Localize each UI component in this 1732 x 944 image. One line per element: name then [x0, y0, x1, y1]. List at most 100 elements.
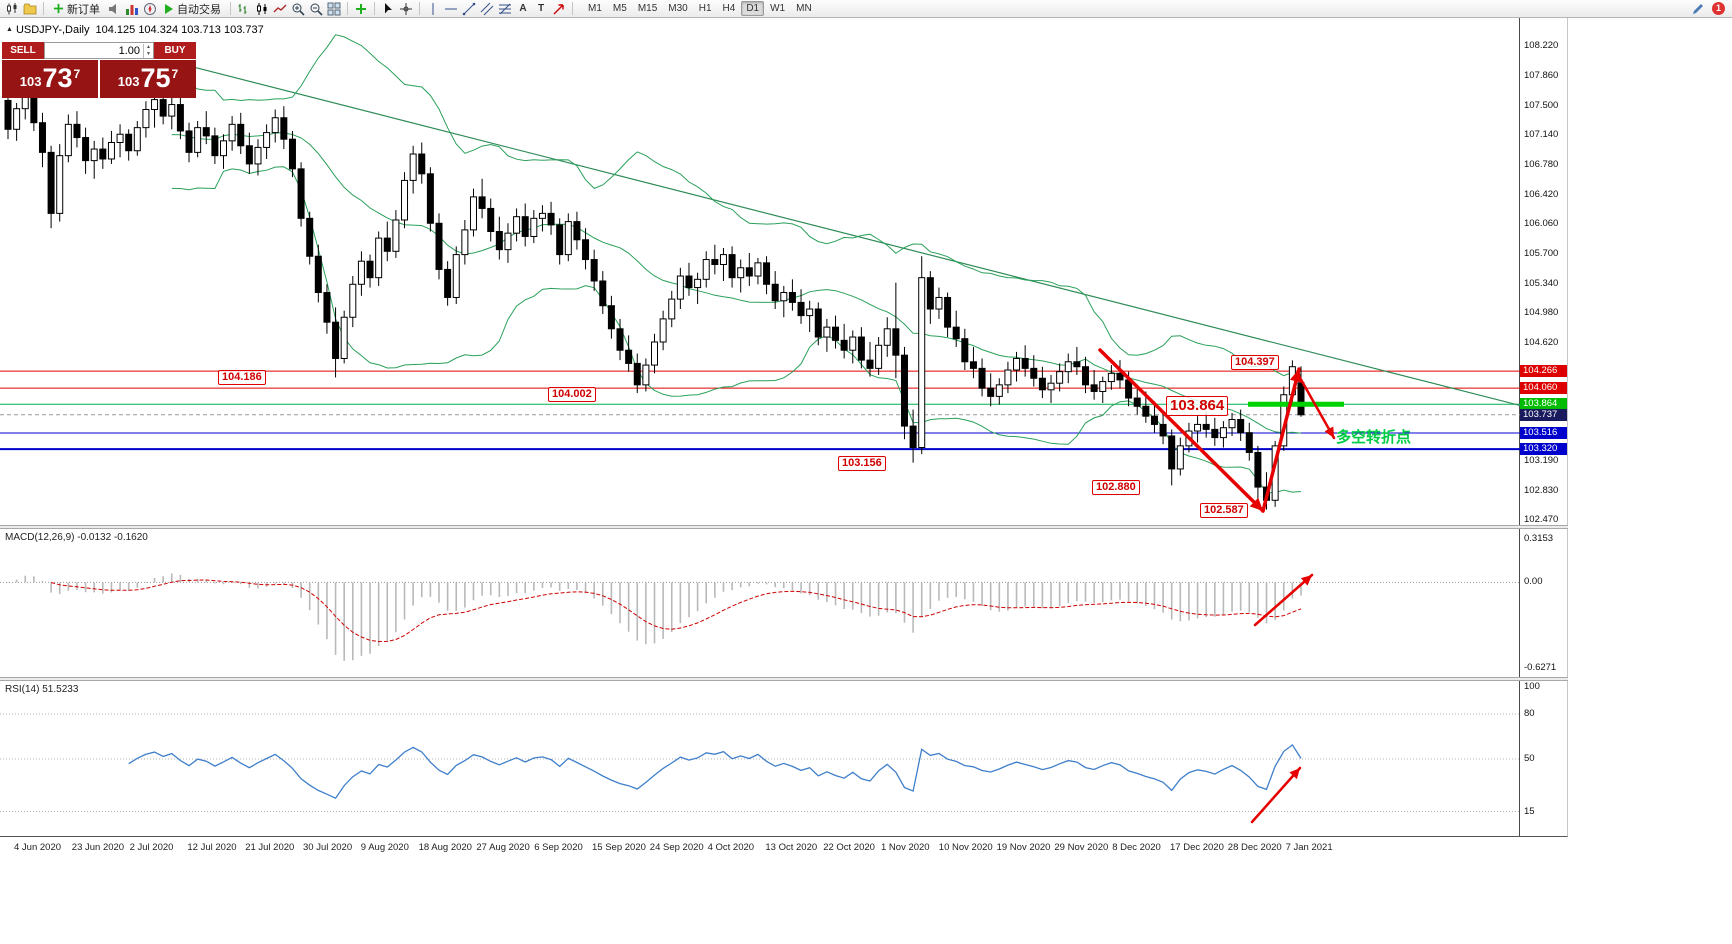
notification-badge[interactable]: 1	[1712, 2, 1725, 15]
ohlc-values: 104.125 104.324 103.713 103.737	[95, 24, 264, 36]
channel-tool-icon[interactable]	[478, 1, 496, 17]
price-callout: 104.397	[1231, 355, 1279, 370]
symbol-period: USDJPY-,Daily	[15, 24, 90, 36]
timeframe-m15[interactable]: M15	[637, 3, 658, 14]
date-label: 17 Dec 2020	[1170, 842, 1224, 853]
timeframe-h4[interactable]: H4	[722, 3, 736, 14]
timeframe-m5[interactable]: M5	[612, 3, 627, 14]
price-callout: 103.156	[838, 456, 886, 471]
price-plot[interactable]: ▲ USDJPY-,Daily 104.125 104.324 103.713 10…	[0, 18, 1520, 525]
price-tick: 104.980	[1524, 307, 1559, 319]
date-label: 7 Jan 2021	[1285, 842, 1333, 853]
timeframe-h1[interactable]: H1	[698, 3, 712, 14]
step-down-icon[interactable]: ▼	[146, 50, 151, 57]
rsi-panel: RSI(14) 51.5233 100 80 50 15	[0, 681, 1568, 837]
date-label: 8 Dec 2020	[1112, 842, 1161, 853]
timeframe-mn[interactable]: MN	[796, 3, 812, 14]
sell-button[interactable]: SELL	[2, 42, 44, 59]
date-label: 18 Aug 2020	[418, 842, 472, 853]
time-axis[interactable]: 4 Jun 2020 23 Jun 2020 2 Jul 2020 12 Jul 20…	[0, 839, 1568, 857]
rsi-axis[interactable]: 100 80 50 15	[1520, 681, 1567, 836]
volume-value: 1.00	[118, 44, 140, 57]
panel-separator[interactable]	[0, 677, 1568, 681]
new-order-label: 新订单	[67, 3, 100, 16]
price-tick: 107.860	[1524, 69, 1559, 81]
trendline-tool-icon[interactable]	[460, 1, 478, 17]
crosshair-icon[interactable]	[397, 1, 415, 17]
vertical-line-tool-icon[interactable]	[424, 1, 442, 17]
bar-chart-mode-icon[interactable]	[235, 1, 253, 17]
tile-windows-icon[interactable]	[325, 1, 343, 17]
price-tick: 106.780	[1524, 158, 1559, 170]
zoom-out-icon[interactable]	[307, 1, 325, 17]
macd-axis[interactable]: 0.3153 0.00 -0.6271	[1520, 529, 1567, 677]
navigator-icon[interactable]	[141, 1, 159, 17]
profiles-icon[interactable]	[21, 1, 39, 17]
date-label: 4 Jun 2020	[14, 842, 62, 853]
volume-field[interactable]: 1.00 ▲ ▼	[44, 42, 154, 59]
zoom-in-icon[interactable]	[289, 1, 307, 17]
date-label: 2 Jul 2020	[129, 842, 174, 853]
price-level-badge: 103.320	[1520, 443, 1567, 456]
indicators-icon[interactable]	[352, 1, 370, 17]
timeframe-group: M1 M5 M15 M30 H1 H4 D1 W1 MN	[583, 1, 817, 16]
sell-pipette: 7	[73, 67, 81, 81]
timeframe-w1[interactable]: W1	[770, 3, 786, 14]
toolbar: 新订单 自动交易 A T M1 M5 M15 M30 H1 H4 D1 W1 MN 1	[0, 0, 1732, 18]
fibonacci-tool-icon[interactable]	[496, 1, 514, 17]
price-chart-panel: ▲ USDJPY-,Daily 104.125 104.324 103.713 10…	[0, 18, 1568, 525]
buy-price-quote[interactable]: 103 75 7	[100, 60, 196, 98]
volume-stepper[interactable]: ▲ ▼	[143, 43, 153, 58]
price-axis[interactable]: 108.220 107.860 107.500 107.140 106.780 106.4…	[1520, 18, 1567, 525]
buy-pips: 75	[140, 63, 171, 93]
rsi-tick: 80	[1524, 708, 1535, 719]
auto-trading-button[interactable]: 自动交易	[159, 1, 226, 17]
play-icon	[165, 3, 173, 14]
timeframe-d1[interactable]: D1	[741, 1, 765, 16]
date-label: 23 Jun 2020	[71, 842, 125, 853]
label-tool-icon[interactable]: T	[537, 3, 545, 14]
timeframe-m30[interactable]: M30	[668, 3, 688, 14]
date-label: 30 Jul 2020	[303, 842, 353, 853]
date-label: 28 Dec 2020	[1227, 842, 1282, 853]
panel-separator[interactable]	[0, 525, 1568, 529]
sell-price-quote[interactable]: 103 73 7	[2, 60, 98, 98]
sound-alert-icon[interactable]	[105, 1, 123, 17]
date-label: 15 Sep 2020	[592, 842, 646, 853]
toolbar-separator	[43, 2, 44, 15]
buy-button[interactable]: BUY	[154, 42, 196, 59]
turning-point-label: 多空转折点	[1336, 429, 1412, 446]
buy-big-figure: 103	[117, 74, 140, 89]
price-callout: 103.864	[1166, 396, 1229, 416]
horizontal-line-tool-icon[interactable]	[442, 1, 460, 17]
cursor-icon[interactable]	[379, 1, 397, 17]
macd-tick: 0.00	[1524, 576, 1543, 588]
text-tool-icon[interactable]: A	[519, 3, 527, 14]
arrow-tool-icon[interactable]	[550, 1, 568, 17]
price-callout: 102.587	[1200, 503, 1248, 518]
price-tick: 105.340	[1524, 277, 1559, 289]
new-chart-icon[interactable]	[3, 1, 21, 17]
date-label: 4 Oct 2020	[707, 842, 755, 853]
rsi-plot[interactable]: RSI(14) 51.5233	[0, 681, 1520, 836]
date-label: 9 Aug 2020	[360, 842, 409, 853]
pencil-edit-icon[interactable]	[1689, 1, 1707, 17]
timeframe-m1[interactable]: M1	[588, 3, 602, 14]
line-chart-mode-icon[interactable]	[271, 1, 289, 17]
price-level-badge: 103.737	[1520, 408, 1567, 421]
candlestick-mode-icon[interactable]	[253, 1, 271, 17]
macd-label: MACD(12,26,9) -0.0132 -0.1620	[5, 532, 148, 543]
plus-icon	[53, 3, 64, 14]
step-up-icon[interactable]: ▲	[146, 43, 151, 50]
toolbar-separator	[419, 2, 420, 15]
market-watch-icon[interactable]	[123, 1, 141, 17]
toolbar-separator	[572, 2, 573, 15]
price-tick: 103.190	[1524, 454, 1559, 466]
macd-plot[interactable]: MACD(12,26,9) -0.0132 -0.1620	[0, 529, 1520, 677]
new-order-button[interactable]: 新订单	[48, 1, 105, 17]
auto-trading-label: 自动交易	[177, 3, 221, 16]
macd-panel: MACD(12,26,9) -0.0132 -0.1620 0.3153 0.00…	[0, 529, 1568, 677]
price-level-badge: 104.060	[1520, 382, 1567, 395]
date-label: 10 Nov 2020	[938, 842, 993, 853]
date-label: 13 Oct 2020	[765, 842, 818, 853]
